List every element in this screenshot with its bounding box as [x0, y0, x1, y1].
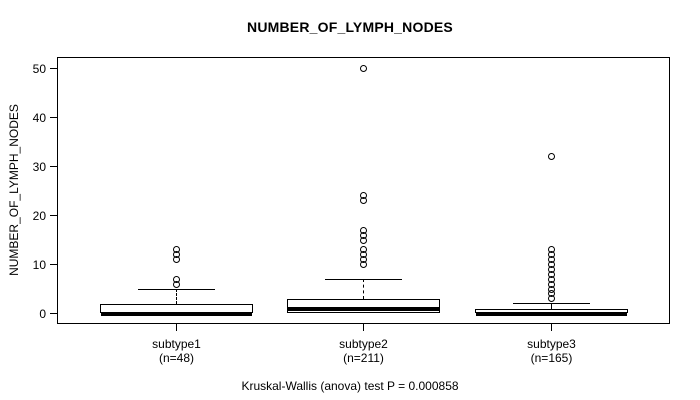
chart-title: NUMBER_OF_LYMPH_NODES — [247, 19, 453, 35]
x-axis-tick — [551, 324, 552, 331]
upper-whisker-cap — [138, 288, 215, 290]
outlier-point — [548, 246, 555, 254]
upper-whisker-cap — [513, 303, 590, 305]
group-n: (n=165) — [530, 351, 573, 365]
x-axis-group-label: subtype2 (n=211) — [294, 337, 434, 365]
stat-test-caption: Kruskal-Wallis (anova) test P = 0.000858 — [241, 379, 459, 393]
median-line — [288, 306, 439, 311]
plot-area: 0 10 20 30 40 50 subtype1 (n=48) subtype2 (n=211)… — [33, 57, 670, 365]
outlier-point — [360, 65, 367, 72]
y-axis-tick-label: 20 — [32, 208, 46, 223]
y-axis-tick-label: 0 — [39, 306, 46, 321]
group-name: subtype1 — [152, 337, 201, 351]
group-name: subtype3 — [527, 337, 576, 351]
outlier-point — [548, 153, 555, 161]
outlier-point — [173, 275, 180, 283]
y-axis-tick-label: 10 — [32, 257, 46, 272]
median-line — [101, 311, 252, 316]
y-axis-title: NUMBER_OF_LYMPH_NODES — [7, 104, 21, 276]
x-axis-tick — [363, 324, 364, 331]
group-n: (n=211) — [343, 351, 384, 365]
outlier-point — [360, 246, 367, 254]
y-axis-tick — [50, 166, 57, 167]
y-axis-tick — [50, 313, 57, 314]
y-axis-tick — [50, 215, 57, 216]
upper-whisker-line — [363, 279, 364, 299]
group-name: subtype2 — [339, 337, 388, 351]
upper-whisker-line — [551, 303, 552, 309]
median-line — [476, 311, 627, 316]
x-axis-group-label: subtype1 (n=48) — [107, 337, 247, 365]
y-axis-tick — [50, 68, 57, 69]
outlier-point — [360, 226, 367, 234]
y-axis-tick-label: 30 — [32, 159, 46, 174]
x-axis-group-label: subtype3 (n=165) — [482, 337, 622, 365]
y-axis-tick-label: 40 — [32, 110, 46, 125]
y-axis-tick — [50, 117, 57, 118]
upper-whisker-cap — [325, 278, 402, 280]
y-axis-tick-label: 50 — [32, 61, 46, 76]
y-axis-tick — [50, 264, 57, 265]
outlier-point — [173, 246, 180, 254]
group-n: (n=48) — [158, 351, 195, 365]
outlier-point — [360, 192, 367, 200]
x-axis-tick — [176, 324, 177, 331]
upper-whisker-line — [176, 289, 177, 304]
